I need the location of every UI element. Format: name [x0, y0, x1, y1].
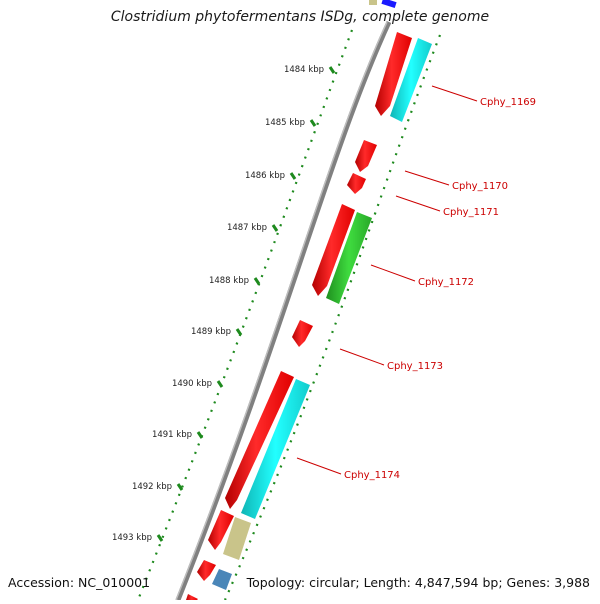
tick-scale-ring: [136, 29, 354, 601]
gene-label: Cphy_1171: [443, 207, 499, 218]
tick-label: 1490 kbp: [172, 379, 212, 389]
tick-label: 1491 kbp: [152, 430, 192, 440]
gene-label-leader: [431, 85, 478, 102]
cds-feature: [347, 173, 366, 194]
cog-feature-cyan: [390, 38, 432, 122]
tick-mark: [196, 431, 204, 439]
tick-mark: [271, 224, 279, 232]
gene-label-leader: [296, 457, 342, 475]
tick-mark: [156, 534, 164, 542]
tick-label: 1492 kbp: [132, 482, 172, 492]
cog-feature-cyan: [241, 379, 310, 519]
genome-backbone-highlight: [175, 21, 388, 601]
cds-feature: [186, 594, 198, 600]
gene-label: Cphy_1169: [480, 97, 536, 108]
tick-labels: 1484 kbp 1485 kbp 1486 kbp 1487 kbp 1488 kbp…: [112, 65, 324, 543]
feature-khaki-top: [369, 0, 377, 5]
tick-mark: [309, 119, 317, 127]
tick-label: 1485 kbp: [265, 118, 305, 128]
cog-features: [212, 38, 432, 590]
tick-label: 1486 kbp: [245, 171, 285, 181]
gene-label: Cphy_1174: [344, 470, 400, 481]
gene-label: Cphy_1170: [452, 181, 508, 192]
cds-feature: [375, 32, 412, 116]
tick-mark: [289, 172, 297, 180]
feature-blue-top: [381, 0, 397, 9]
gene-label-leader: [395, 195, 441, 212]
tick-label: 1487 kbp: [227, 223, 267, 233]
tick-mark: [253, 277, 261, 285]
tick-label: 1489 kbp: [191, 327, 231, 337]
tick-mark: [235, 328, 243, 336]
tick-mark: [328, 66, 336, 74]
gene-label-leader: [339, 348, 385, 366]
cds-feature: [355, 140, 377, 172]
tick-marks: [156, 66, 336, 542]
gene-label-leader: [370, 264, 416, 282]
tick-label: 1488 kbp: [209, 276, 249, 286]
cog-feature-green: [326, 212, 372, 304]
genome-summary-text: Topology: circular; Length: 4,847,594 bp…: [246, 575, 590, 590]
gene-label: Cphy_1172: [418, 277, 474, 288]
map-title: Clostridium phytofermentans ISDg, comple…: [110, 9, 490, 25]
gene-label-leader: [404, 170, 450, 186]
cds-feature: [208, 510, 234, 550]
inner-dotted-ring: [223, 34, 442, 601]
cds-feature: [197, 560, 216, 581]
gene-labels: Cphy_1169 Cphy_1170 Cphy_1171 Cphy_1172 Cphy…: [296, 85, 536, 481]
cog-feature-khaki: [223, 517, 251, 560]
accession-text: Accession: NC_010001: [8, 575, 151, 590]
cds-features: [186, 32, 412, 600]
cds-feature: [225, 371, 294, 509]
tick-label: 1493 kbp: [112, 533, 152, 543]
cds-feature: [312, 204, 355, 296]
tick-mark: [216, 380, 224, 388]
gene-label: Cphy_1173: [387, 361, 443, 372]
cog-feature-steel: [212, 569, 232, 590]
cds-feature: [292, 320, 313, 347]
tick-mark: [176, 483, 184, 491]
tick-label: 1484 kbp: [284, 65, 324, 75]
genome-backbone: [175, 20, 392, 601]
